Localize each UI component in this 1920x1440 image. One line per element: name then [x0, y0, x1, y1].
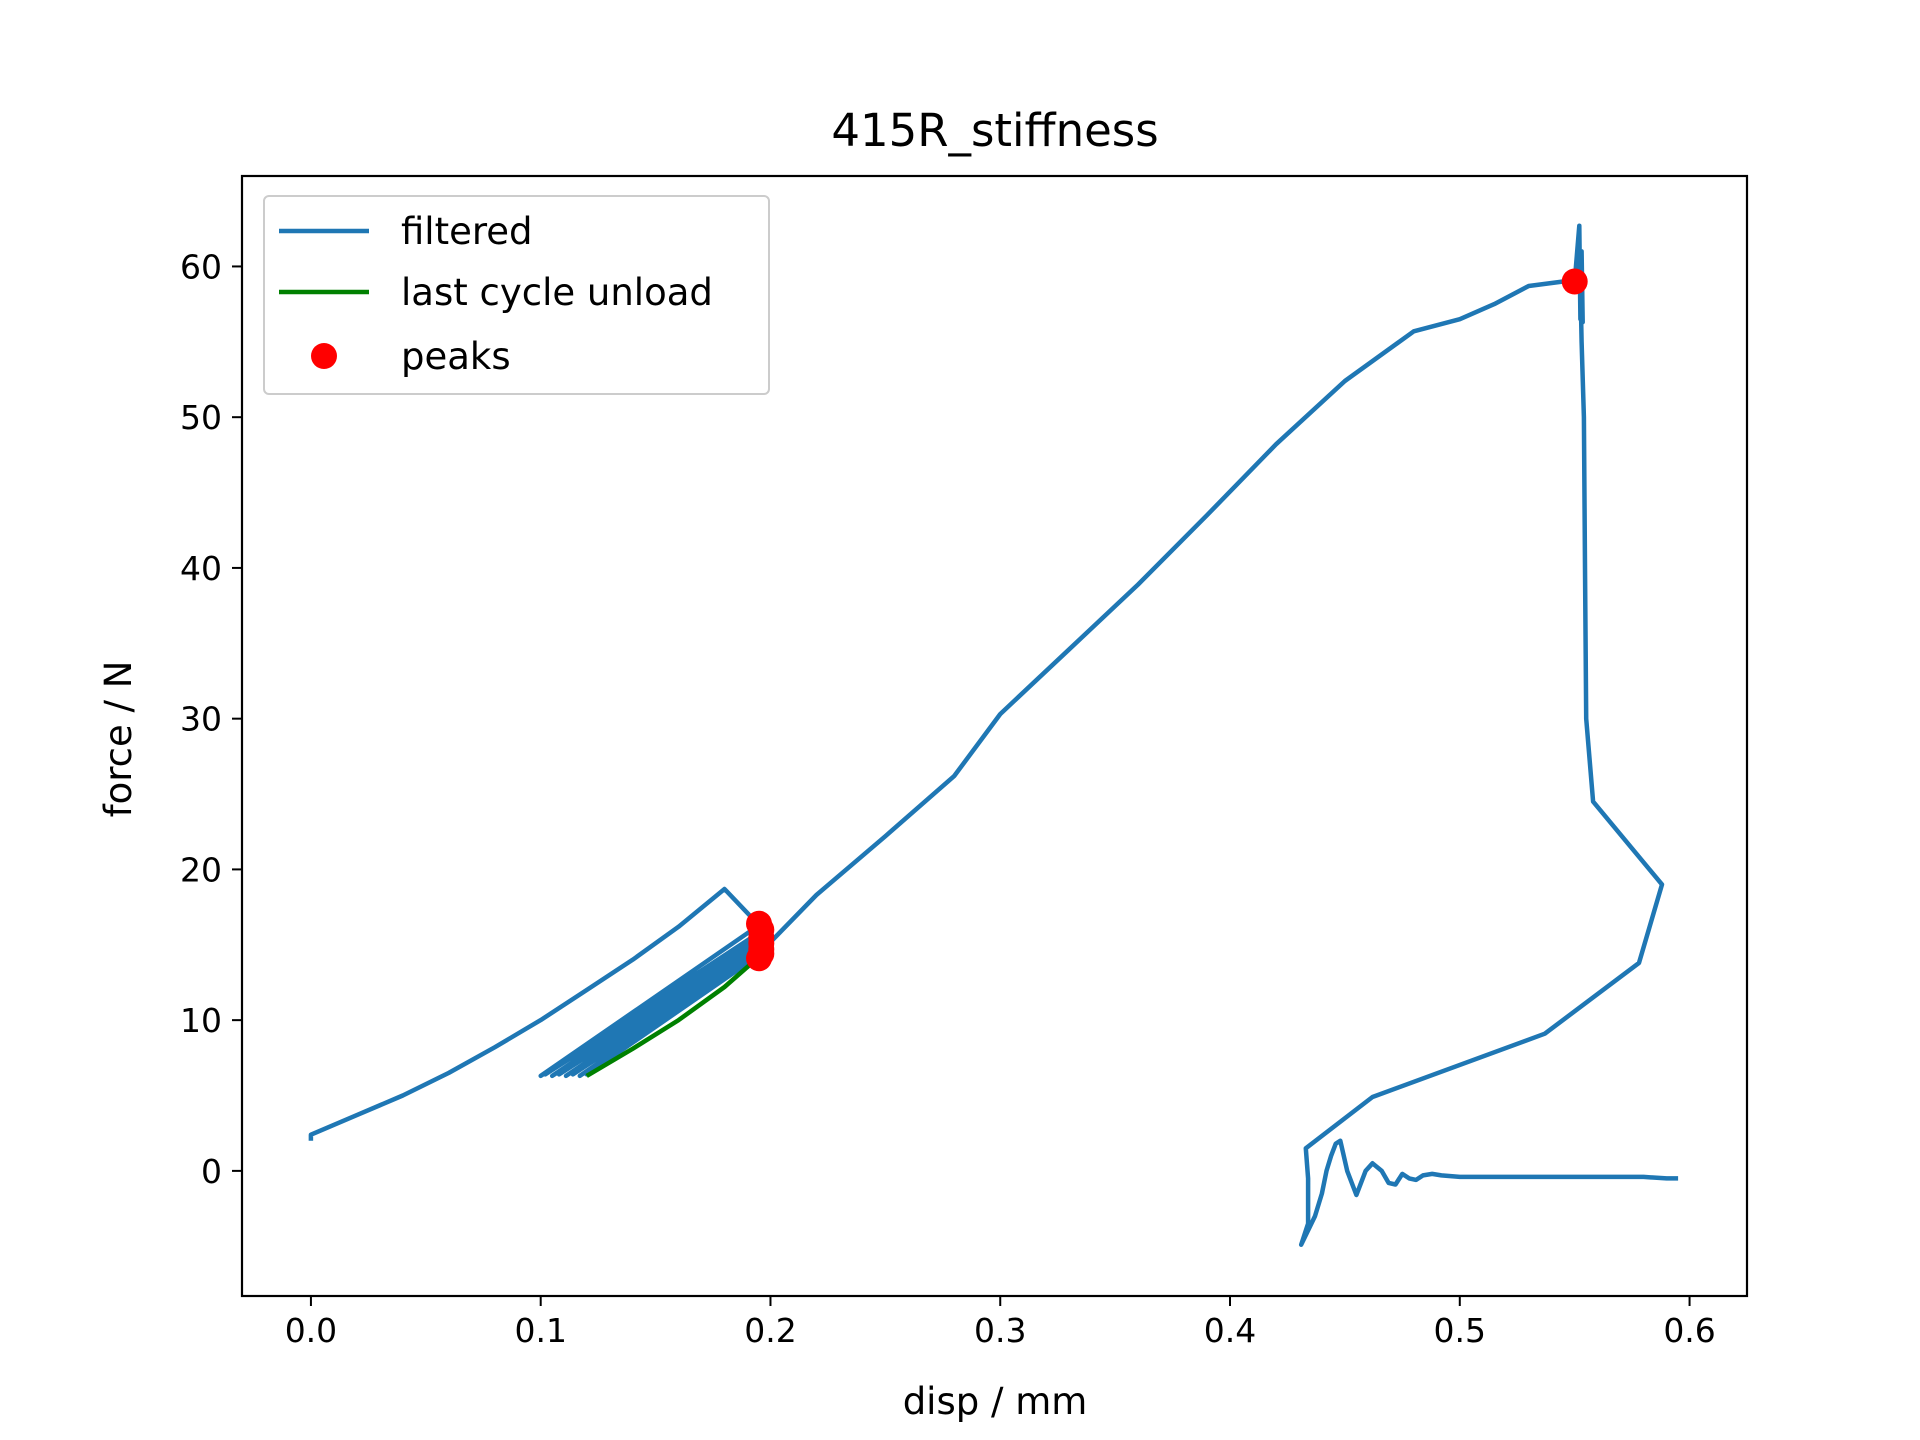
plot-frame	[240, 174, 1749, 1298]
plot-area	[308, 223, 1679, 1247]
y-tick-label: 40	[180, 549, 222, 588]
y-tick-label: 30	[180, 700, 222, 739]
x-tick-label: 0.0	[285, 1311, 337, 1350]
y-axis-label: force / N	[97, 661, 140, 818]
y-tick-label: 0	[201, 1152, 222, 1191]
legend-label: peaks	[401, 335, 511, 378]
legend-label: filtered	[401, 210, 533, 253]
y-tick-label: 20	[180, 850, 222, 889]
x-tick-label: 0.2	[744, 1311, 796, 1350]
legend-label: last cycle unload	[401, 271, 713, 314]
y-axis: 0 10 20 30 40 50 60	[180, 247, 242, 1191]
y-tick-label: 10	[180, 1001, 222, 1040]
x-tick-label: 0.3	[974, 1311, 1026, 1350]
series-line-1	[308, 223, 1679, 1247]
x-tick-label: 0.4	[1204, 1311, 1256, 1350]
y-tick-label: 50	[180, 398, 222, 437]
peak-point	[746, 945, 772, 972]
chart-title: 415R_stiffness	[831, 104, 1158, 157]
legend-box	[263, 195, 770, 395]
x-tick-label: 0.6	[1663, 1311, 1715, 1350]
legend-swatch-marker	[311, 343, 337, 369]
legend: filtered last cycle unload peaks	[263, 195, 770, 395]
x-axis-label: disp / mm	[903, 1380, 1088, 1423]
series-line-2	[585, 955, 761, 1078]
peak-point	[1561, 268, 1588, 295]
x-tick-label: 0.5	[1434, 1311, 1486, 1350]
x-axis: 0.0 0.1 0.2 0.3 0.4 0.5 0.6	[285, 1296, 1716, 1350]
y-tick-label: 60	[180, 247, 222, 286]
x-tick-label: 0.1	[514, 1311, 566, 1350]
